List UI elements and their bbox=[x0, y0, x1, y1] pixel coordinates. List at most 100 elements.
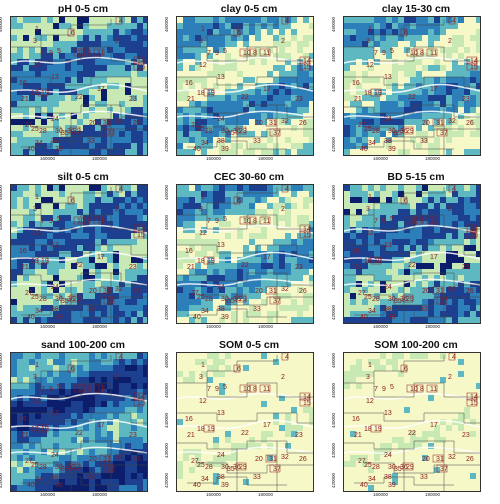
raster-cell bbox=[350, 365, 356, 371]
raster-cell bbox=[398, 311, 404, 317]
raster-cell bbox=[386, 305, 392, 311]
raster-cell bbox=[35, 287, 41, 293]
raster-cell bbox=[386, 125, 392, 131]
raster-cell bbox=[428, 203, 434, 209]
raster-cell bbox=[476, 227, 480, 233]
raster-cell bbox=[344, 149, 350, 155]
raster-cell bbox=[29, 119, 35, 125]
raster-cell bbox=[107, 353, 113, 359]
raster-cell bbox=[119, 359, 125, 365]
raster-cell bbox=[374, 119, 380, 125]
raster-cell bbox=[113, 467, 119, 473]
raster-cell bbox=[255, 317, 261, 323]
raster-cell bbox=[17, 437, 23, 443]
raster-cell bbox=[297, 425, 303, 431]
raster-cell bbox=[201, 371, 207, 377]
raster-cell bbox=[83, 287, 89, 293]
raster-cell bbox=[23, 317, 29, 323]
zone-label: 29 bbox=[239, 128, 247, 135]
zone-label: 12 bbox=[33, 62, 41, 69]
zone-label: 29 bbox=[73, 296, 81, 303]
x-tick-label: 180000 bbox=[258, 156, 274, 161]
zone-label: 21 bbox=[187, 432, 195, 439]
raster-cell bbox=[189, 257, 195, 263]
raster-cell bbox=[291, 419, 297, 425]
raster-cell bbox=[410, 383, 416, 389]
raster-cell bbox=[416, 359, 422, 365]
raster-cell bbox=[201, 311, 207, 317]
raster-cell bbox=[464, 41, 470, 47]
raster-cell bbox=[101, 407, 107, 413]
raster-cell bbox=[279, 395, 285, 401]
raster-cell bbox=[29, 467, 35, 473]
y-tick-label: 450000 bbox=[0, 382, 3, 398]
raster-cell bbox=[35, 125, 41, 131]
raster-cell bbox=[249, 455, 255, 461]
raster-cell bbox=[219, 383, 225, 389]
raster-cell bbox=[291, 467, 297, 473]
raster-cell bbox=[398, 359, 404, 365]
raster-cell bbox=[309, 23, 313, 29]
raster-cell bbox=[119, 281, 125, 287]
raster-cell bbox=[143, 431, 147, 437]
raster-cell bbox=[416, 77, 422, 83]
raster-cell bbox=[273, 257, 279, 263]
zone-label: 10 bbox=[243, 386, 251, 393]
raster-cell bbox=[107, 299, 113, 305]
raster-cell bbox=[125, 263, 131, 269]
raster-cell bbox=[273, 461, 279, 467]
raster-cell bbox=[392, 269, 398, 275]
raster-cell bbox=[65, 119, 71, 125]
raster-cell bbox=[243, 83, 249, 89]
raster-cell bbox=[225, 191, 231, 197]
raster-cell bbox=[470, 41, 476, 47]
raster-cell bbox=[17, 263, 23, 269]
raster-cell bbox=[207, 101, 213, 107]
zone-label-box bbox=[73, 384, 85, 393]
raster-cell bbox=[368, 71, 374, 77]
soil-map: 1 2 3 4 5 6 7 8 9 10 11 12 13 14 15 16 17 18 19 20 21 22 23 24 2… bbox=[343, 184, 481, 324]
raster-cell bbox=[95, 41, 101, 47]
raster-cell bbox=[59, 131, 65, 137]
raster-cell bbox=[362, 65, 368, 71]
raster-cell bbox=[237, 41, 243, 47]
raster-cell bbox=[297, 137, 303, 143]
raster-cell bbox=[303, 293, 309, 299]
zone-label-box bbox=[133, 392, 145, 401]
raster-cell bbox=[219, 71, 225, 77]
raster-cell bbox=[59, 143, 65, 149]
raster-cell bbox=[71, 71, 77, 77]
raster-cell bbox=[267, 95, 273, 101]
raster-cell bbox=[476, 29, 480, 35]
raster-cell bbox=[255, 281, 261, 287]
raster-cell bbox=[35, 101, 41, 107]
raster-cell bbox=[362, 305, 368, 311]
zone-label: 16 bbox=[185, 416, 193, 423]
zone-label-box bbox=[99, 286, 111, 295]
raster-cell bbox=[47, 143, 53, 149]
raster-cell bbox=[95, 239, 101, 245]
raster-cell bbox=[249, 287, 255, 293]
raster-cell bbox=[189, 419, 195, 425]
raster-cell bbox=[83, 227, 89, 233]
raster-cell bbox=[350, 23, 356, 29]
raster-cell bbox=[83, 215, 89, 221]
raster-cell bbox=[243, 479, 249, 485]
raster-cell bbox=[137, 251, 143, 257]
raster-cell bbox=[279, 281, 285, 287]
raster-cell bbox=[71, 281, 77, 287]
raster-cell bbox=[285, 209, 291, 215]
raster-cell bbox=[362, 245, 368, 251]
raster-cell bbox=[207, 17, 213, 23]
raster-cell bbox=[11, 467, 17, 473]
raster-cell bbox=[344, 269, 350, 275]
raster-cell bbox=[195, 203, 201, 209]
raster-cell bbox=[231, 137, 237, 143]
raster-cell bbox=[470, 359, 476, 365]
raster-cell bbox=[237, 107, 243, 113]
raster-cell bbox=[137, 413, 143, 419]
raster-cell bbox=[207, 47, 213, 53]
raster-cell bbox=[47, 83, 53, 89]
raster-cell bbox=[255, 275, 261, 281]
raster-cell bbox=[285, 197, 291, 203]
